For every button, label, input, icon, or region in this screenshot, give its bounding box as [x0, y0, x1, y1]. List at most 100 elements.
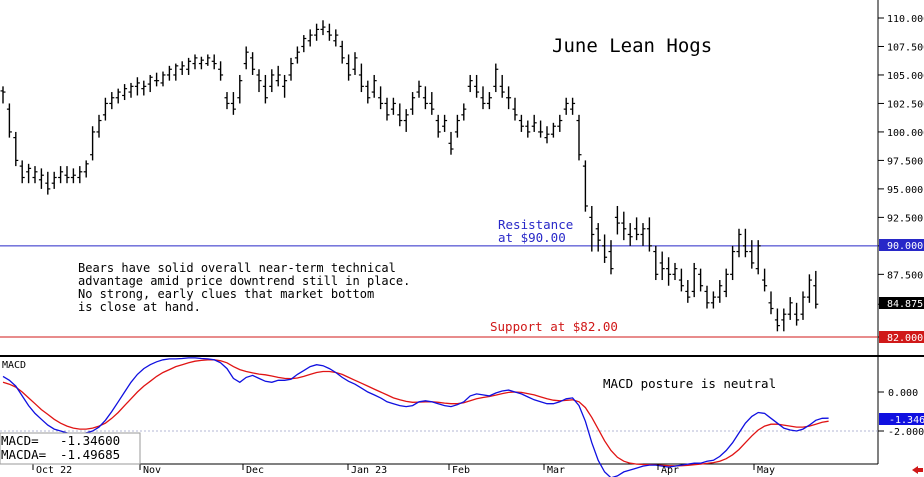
price-bar — [96, 114, 102, 138]
price-bar — [339, 40, 345, 64]
price-tick-label: 110.000 — [887, 14, 924, 25]
price-bar — [640, 223, 646, 246]
price-bar — [90, 126, 96, 161]
time-tick-label: Nov — [143, 465, 161, 476]
price-bar — [794, 302, 800, 326]
price-bar — [742, 228, 748, 258]
price-bar — [518, 114, 524, 132]
price-bar — [486, 92, 492, 110]
price-bar — [582, 160, 588, 212]
price-bar — [506, 86, 512, 110]
time-axis-labels: Oct 22 Nov Dec Jan 23 Feb Mar Apr May — [32, 464, 775, 476]
price-bar — [333, 29, 339, 47]
resistance-value: 90.000 — [887, 241, 923, 252]
time-tick-label: Apr — [661, 465, 679, 476]
price-bar — [595, 223, 601, 252]
price-bar — [58, 166, 64, 184]
price-bar — [294, 46, 300, 64]
price-bar — [166, 65, 172, 81]
price-bars — [0, 20, 819, 332]
price-bar — [134, 77, 140, 96]
time-tick-label: May — [757, 465, 775, 476]
price-bar — [26, 163, 32, 184]
support-value-box — [879, 331, 924, 343]
price-bar — [608, 240, 614, 275]
price-bar — [77, 166, 83, 184]
price-bar — [230, 92, 236, 115]
price-bar — [544, 126, 550, 144]
price-bar — [390, 97, 396, 115]
price-bar — [128, 82, 134, 98]
price-bar — [704, 285, 710, 309]
price-tick-label: 105.000 — [887, 71, 924, 82]
price-bar — [589, 205, 595, 252]
price-bar — [538, 120, 544, 138]
price-bar — [384, 97, 390, 121]
price-bar — [781, 308, 787, 332]
macd-panel-title: MACD — [2, 360, 26, 371]
price-bar — [557, 114, 563, 132]
price-bar — [768, 291, 774, 315]
price-bar — [614, 205, 620, 235]
price-bar — [141, 80, 147, 96]
price-bar — [186, 57, 192, 75]
annotation-line: Bears have solid overall near-term techn… — [78, 261, 396, 275]
price-bar — [154, 72, 160, 87]
price-bar — [147, 74, 153, 93]
support-value: 82.000 — [887, 333, 923, 344]
price-bar — [250, 52, 256, 75]
time-tick-label: Feb — [452, 465, 470, 476]
price-bar — [282, 74, 288, 98]
price-bar — [710, 291, 716, 309]
price-bar — [416, 80, 422, 98]
price-bar — [813, 270, 819, 309]
price-bar — [109, 92, 115, 110]
price-bar — [326, 23, 332, 41]
resistance-value-box — [879, 239, 924, 251]
price-bar — [806, 274, 812, 303]
price-bar — [179, 61, 185, 75]
price-bar — [467, 74, 473, 93]
price-bar — [198, 56, 204, 70]
price-bar — [493, 63, 499, 93]
macda-line — [2, 359, 829, 467]
price-bar — [499, 74, 505, 98]
price-bar — [45, 171, 51, 195]
price-bar — [698, 268, 704, 292]
price-bar — [762, 268, 768, 292]
scroll-left-icon[interactable] — [912, 466, 923, 474]
price-bar — [0, 86, 6, 104]
time-tick-label: Jan 23 — [351, 465, 387, 476]
price-bar — [237, 74, 243, 104]
annotation-text: Bears have solid overall near-term techn… — [78, 261, 410, 314]
price-bar — [211, 54, 217, 70]
price-bar — [461, 103, 467, 121]
price-bar — [602, 234, 608, 263]
price-bar — [672, 262, 678, 281]
price-bar — [51, 171, 57, 189]
price-bar — [115, 88, 121, 104]
price-bar — [576, 114, 582, 161]
price-bar — [531, 114, 537, 132]
price-bar — [480, 86, 486, 110]
chart-title: June Lean Hogs — [552, 35, 712, 57]
price-bar — [38, 168, 44, 189]
price-bar — [774, 308, 780, 332]
price-bar — [288, 57, 294, 81]
price-bar — [192, 54, 198, 70]
price-bar — [352, 52, 358, 75]
price-tick-label: 92.500 — [887, 213, 923, 224]
price-bar — [755, 240, 761, 275]
price-bar — [371, 74, 377, 98]
price-bar — [70, 168, 76, 184]
macd-tick-label: -2.000 — [888, 427, 924, 438]
price-bar — [256, 69, 262, 93]
annotation-line: advantage amid price downtrend still in … — [78, 274, 410, 288]
price-bar — [570, 97, 576, 115]
macd-status-text: MACD posture is neutral — [603, 376, 776, 391]
price-bar — [6, 103, 12, 138]
price-bar — [320, 20, 326, 36]
price-tick-label: 97.500 — [887, 156, 923, 167]
price-bar — [403, 109, 409, 132]
